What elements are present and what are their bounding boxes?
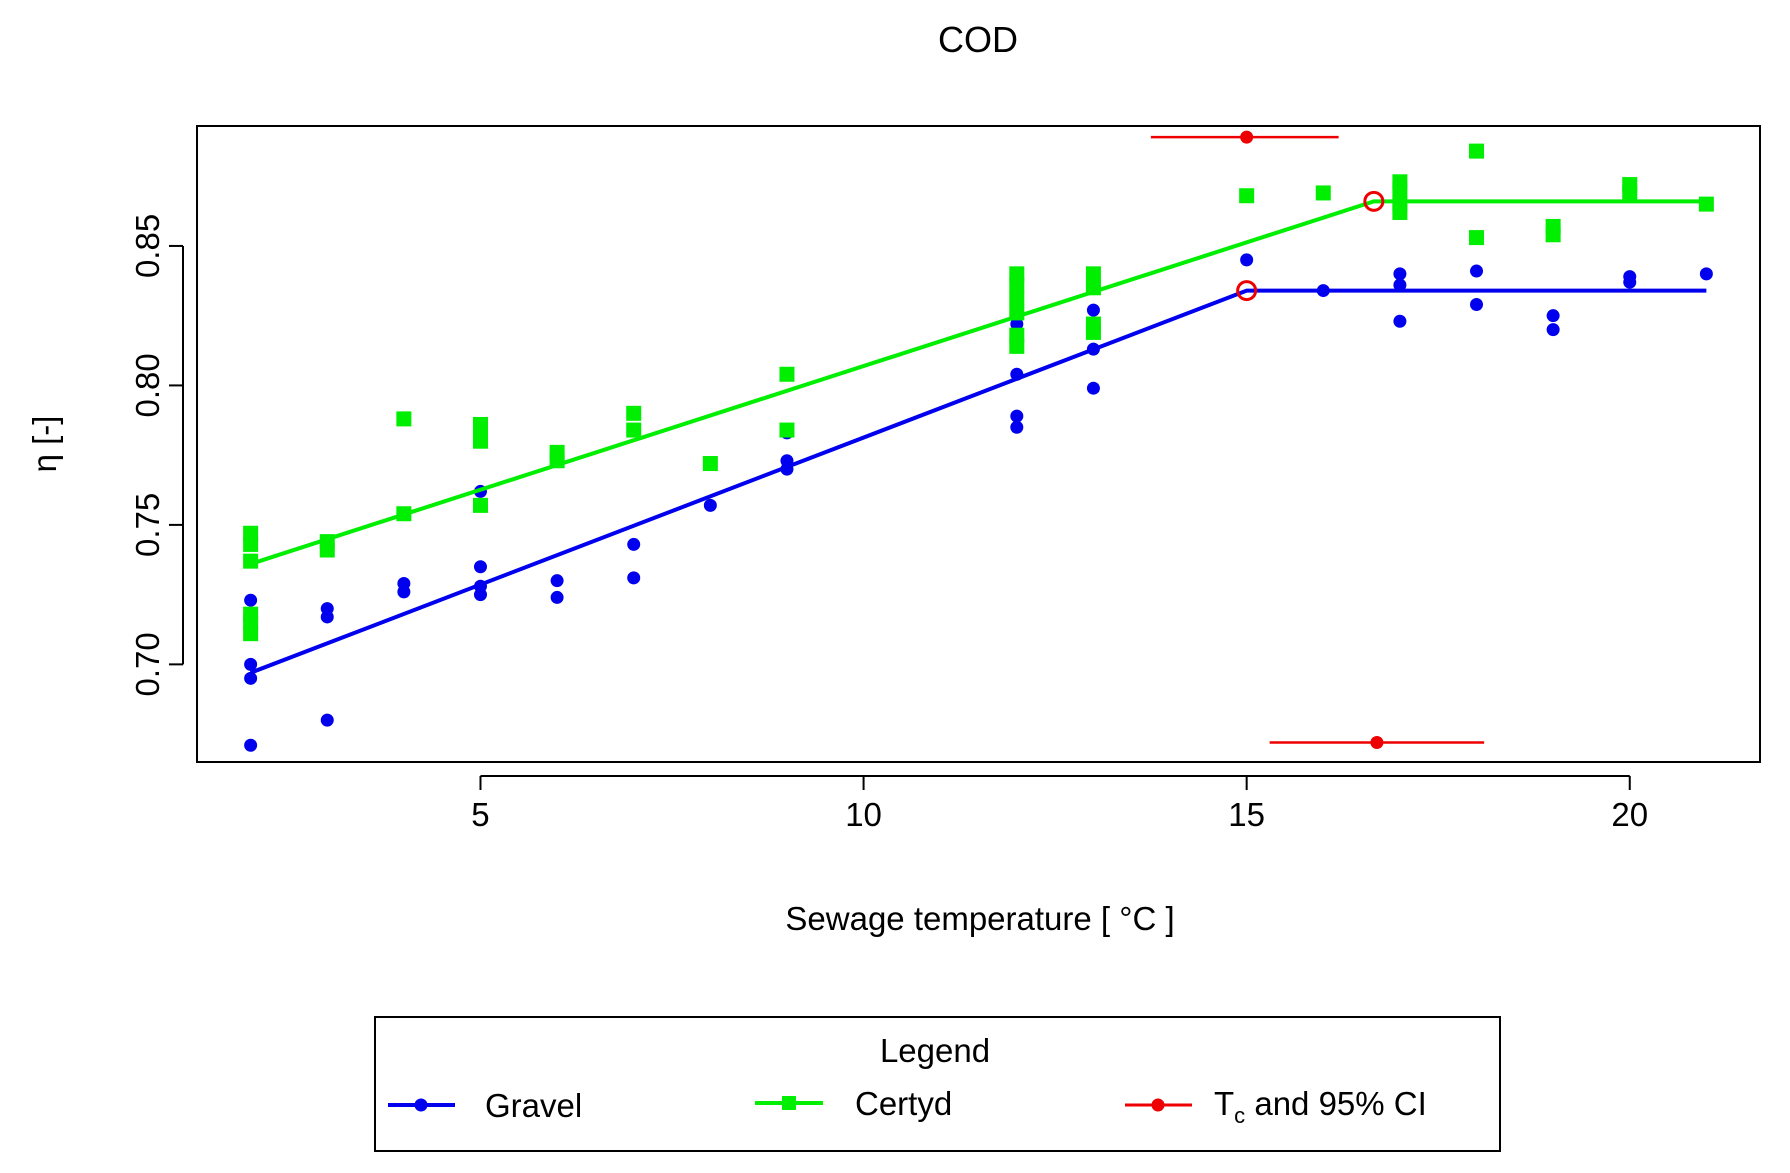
x-axis: 5 10 15 20 [471, 775, 1648, 833]
gravel-point [550, 574, 564, 588]
x-axis-label: Sewage temperature [ °C ] [785, 900, 1174, 937]
certyd-point [1085, 266, 1101, 282]
certyd-point [779, 422, 795, 438]
certyd-point [1698, 196, 1714, 212]
legend-label-tc-sub: c [1234, 1103, 1245, 1128]
legend-label-tc: Tc and 95% CI [1214, 1085, 1427, 1128]
certyd-point [626, 405, 642, 421]
gravel-point [550, 590, 564, 604]
gravel-breakpoint-marker [1236, 280, 1258, 302]
gravel-point [1393, 278, 1407, 292]
y-tick-label: 0.70 [129, 632, 166, 696]
certyd-point [1392, 204, 1408, 220]
certyd-point [1085, 324, 1101, 340]
gravel-point [320, 610, 334, 624]
gravel-point [1699, 267, 1713, 281]
legend-box [374, 1016, 1501, 1152]
gravel-point [1546, 323, 1560, 337]
certyd-point [319, 542, 335, 558]
gravel-point [473, 588, 487, 602]
certyd-tc-estimate [1370, 735, 1384, 749]
gravel-point [1470, 264, 1484, 278]
gravel-point [1086, 381, 1100, 395]
gravel-point [1470, 298, 1484, 312]
certyd-point [243, 626, 259, 642]
legend-label-tc-main: T [1214, 1085, 1234, 1122]
gravel-point [1546, 309, 1560, 323]
plot-frame [196, 125, 1761, 763]
gravel-point [320, 713, 334, 727]
certyd-point [1545, 227, 1561, 243]
chart-title: COD [938, 19, 1018, 60]
gravel-point [1086, 303, 1100, 317]
x-tick-label: 5 [471, 796, 489, 833]
certyd-point [1315, 185, 1331, 201]
gravel-point [473, 560, 487, 574]
y-tick-label: 0.80 [129, 353, 166, 417]
gravel-point [244, 738, 258, 752]
legend-title: Legend [880, 1032, 990, 1069]
gravel-point [397, 585, 411, 599]
gravel-point [1623, 275, 1637, 289]
y-tick-label: 0.85 [129, 214, 166, 278]
certyd-breakpoint-marker [1363, 190, 1385, 212]
legend-swatch-tc-marker [1151, 1098, 1165, 1112]
plot-area [243, 130, 1714, 752]
certyd-point [396, 411, 412, 427]
x-tick-label: 15 [1228, 796, 1265, 833]
gravel-point [703, 498, 717, 512]
certyd-point [472, 497, 488, 513]
y-axis: 0.70 0.75 0.80 0.85 [129, 214, 184, 696]
certyd-point [472, 433, 488, 449]
certyd-point [1392, 182, 1408, 198]
legend-swatch-certyd-marker [782, 1096, 796, 1110]
certyd-fit-line [250, 199, 1707, 566]
gravel-fit-line [249, 288, 1707, 675]
y-axis-label: η [-] [26, 416, 63, 473]
certyd-point [1009, 338, 1025, 354]
certyd-point [702, 456, 718, 472]
gravel-point [1393, 314, 1407, 328]
certyd-point [243, 553, 259, 569]
certyd-point [243, 536, 259, 552]
legend-swatch-gravel-marker [414, 1098, 428, 1112]
certyd-point [626, 422, 642, 438]
gravel-point [244, 593, 258, 607]
gravel-tc-estimate [1240, 130, 1254, 144]
legend: Legend Gravel Certyd Tc and 95% CI [374, 1016, 1501, 1152]
gravel-point [244, 657, 258, 671]
certyd-point [1469, 143, 1485, 159]
gravel-point [1010, 409, 1024, 423]
gravel-point [627, 537, 641, 551]
certyd-point [1239, 188, 1255, 204]
gravel-point [1393, 267, 1407, 281]
gravel-point [244, 671, 258, 685]
gravel-point [1010, 317, 1024, 331]
certyd-point [1009, 291, 1025, 307]
gravel-point [1240, 253, 1254, 267]
certyd-point [1009, 277, 1025, 293]
x-tick-label: 20 [1611, 796, 1648, 833]
gravel-point [627, 571, 641, 585]
x-tick-label: 10 [845, 796, 882, 833]
legend-label-tc-rest: and 95% CI [1245, 1085, 1427, 1122]
gravel-point [1010, 420, 1024, 434]
legend-label-certyd: Certyd [855, 1085, 952, 1122]
y-tick-label: 0.75 [129, 493, 166, 557]
legend-label-gravel: Gravel [485, 1087, 582, 1124]
certyd-point [779, 366, 795, 382]
certyd-point [1469, 230, 1485, 246]
certyd-point [1622, 185, 1638, 201]
